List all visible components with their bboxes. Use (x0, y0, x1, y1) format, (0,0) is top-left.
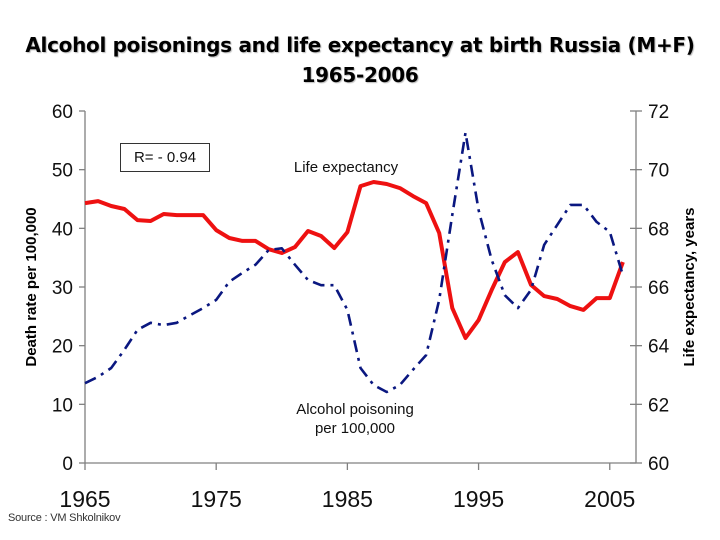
left-tick-label: 60 (52, 102, 73, 123)
alcohol-label-line1: Alcohol poisoning (296, 401, 414, 418)
right-axis-label: Life expectancy, years (681, 208, 698, 367)
left-tick-label: 10 (52, 395, 73, 416)
chart-title: Alcohol poisonings and life expectancy a… (0, 30, 720, 90)
right-tick-label: 72 (648, 102, 669, 123)
right-y-ticks: 60 62 64 66 68 70 72 (630, 102, 670, 475)
right-tick-label: 64 (648, 337, 670, 358)
left-tick-label: 30 (52, 278, 73, 299)
source-note: Source : VM Shkolnikov (8, 512, 121, 524)
correlation-annotation: R= - 0.94 (120, 143, 210, 172)
x-tick-label: 1995 (453, 486, 504, 512)
right-tick-label: 62 (648, 395, 669, 416)
x-tick-label: 1975 (191, 486, 242, 512)
chart-title-line1: Alcohol poisonings and life expectancy a… (25, 33, 695, 57)
right-tick-label: 60 (648, 454, 669, 475)
life-expectancy-line (84, 180, 625, 340)
alcohol-label-line2: per 100,000 (315, 420, 395, 437)
alcohol-poisoning-line (84, 131, 625, 394)
right-tick-label: 68 (648, 219, 669, 240)
x-ticks: 1965 1975 1985 1995 2005 (59, 463, 635, 512)
left-axis-label: Death rate per 100,000 (23, 207, 40, 366)
x-tick-label: 1985 (322, 486, 373, 512)
x-tick-label: 1965 (59, 486, 110, 512)
left-tick-label: 50 (52, 161, 73, 182)
left-tick-label: 20 (52, 337, 73, 358)
left-y-ticks: 0 10 20 30 40 50 60 (52, 102, 85, 475)
right-tick-label: 70 (648, 161, 669, 182)
left-tick-label: 0 (62, 454, 73, 475)
life-expectancy-label: Life expectancy (294, 159, 399, 176)
right-tick-label: 66 (648, 278, 669, 299)
chart-title-line2: 1965-2006 (301, 63, 419, 87)
series-group (84, 131, 625, 394)
left-tick-label: 40 (52, 219, 73, 240)
x-tick-label: 2005 (584, 486, 635, 512)
